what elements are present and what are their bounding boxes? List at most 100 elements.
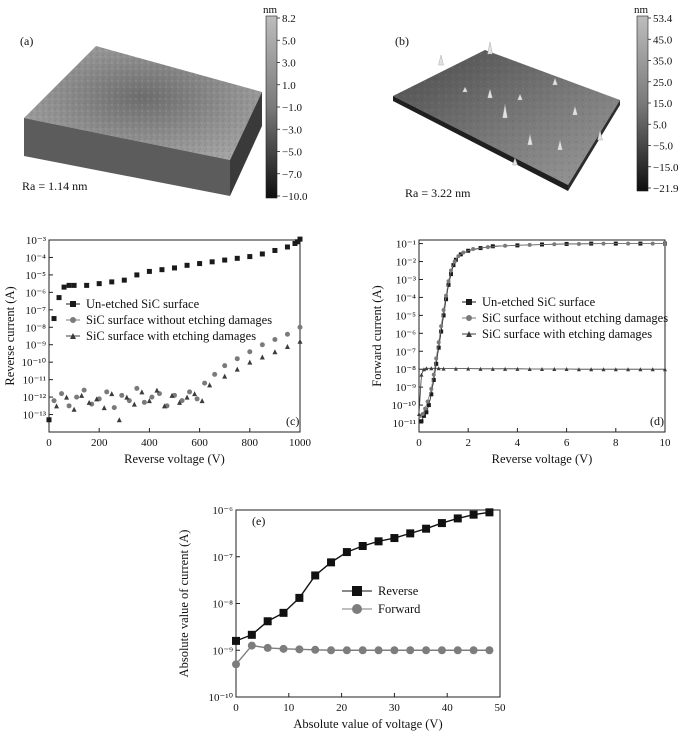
plot-frame [48,239,301,433]
data-point-2 [503,366,508,371]
panel-label: (c) [286,414,299,428]
data-point-2 [177,399,183,405]
data-point-0 [121,277,127,283]
data-point-0 [292,240,298,246]
data-point-2 [199,398,205,404]
data-point-1 [134,385,140,391]
data-point-0 [311,571,320,580]
data-point-1 [461,250,466,255]
y-tick-label: 10⁻¹⁰ [391,400,416,412]
y-tick-label: 10⁻² [396,257,417,269]
data-point-2 [284,343,290,349]
data-point-1 [74,394,80,400]
data-point-1 [51,398,57,404]
surface-spike [462,86,468,93]
data-point-1 [81,387,87,393]
data-point-2 [638,367,643,372]
legend-entry-2: SiC surface with etching damages [86,329,256,343]
data-point-1 [141,399,147,405]
data-point-0 [234,255,240,261]
data-point-0 [96,281,102,287]
data-point-2 [424,366,429,371]
data-point-1 [444,293,449,298]
data-point-1 [232,660,240,669]
legend-marker-0 [70,301,76,307]
data-point-2 [64,394,70,400]
y-axis-label: Forward current (A) [370,285,384,386]
data-point-2 [552,367,557,372]
data-point-1 [448,268,453,273]
data-point-2 [663,367,667,372]
y-tick-label: 10⁻¹ [396,239,416,251]
data-point-2 [146,398,152,404]
data-point-1 [576,241,581,246]
data-point-0 [263,617,272,626]
data-point-1 [485,646,494,655]
surface-spike [552,77,558,86]
data-point-2 [429,366,434,371]
data-point-2 [417,412,421,417]
data-point-0 [284,244,290,250]
panel-label: (d) [650,414,664,428]
ra-label-a: Ra = 1.14 nm [22,179,88,193]
data-point-0 [374,537,383,546]
data-point-0 [222,257,228,263]
y-axis-label: Absolute value of current (A) [177,530,191,678]
colorbar-b-tick-label: 25.0 [653,77,673,89]
legend-marker-2 [466,331,472,337]
data-point-1 [436,340,441,345]
data-point-1 [429,386,434,391]
data-point-2 [247,359,253,365]
data-point-2 [161,403,167,409]
data-point-1 [374,646,383,655]
x-tick-label: 50 [495,702,507,714]
data-point-1 [295,645,304,654]
data-point-1 [187,389,193,395]
y-tick-label: 10⁻¹⁰ [208,692,233,704]
data-point-1 [272,336,278,342]
colorbar-a-tick-label: −3.0 [282,124,302,136]
data-point-0 [84,282,90,288]
x-axis-label: Reverse voltage (V) [124,452,225,466]
y-tick-label: 10⁻¹¹ [393,418,416,430]
data-point-1 [503,243,508,248]
data-point-2 [515,366,520,371]
data-point-1 [194,396,200,402]
data-point-0 [327,558,336,567]
data-point-2 [94,396,100,402]
data-point-1 [471,246,476,251]
surface-spike [527,133,533,146]
data-point-1 [111,405,117,411]
colorbar-a-unit: nm [263,4,278,16]
data-point-2 [184,394,190,400]
x-tick-label: 0 [46,437,52,449]
data-point-1 [358,646,367,655]
data-point-0 [434,361,439,366]
data-point-2 [576,367,581,372]
data-point-0 [66,282,72,288]
legend-marker-1 [70,317,76,323]
data-point-1 [247,349,253,355]
chart-e-abs-iv: 0 10 20 30 40 50 10⁻¹⁰ 10⁻⁹ 10⁻⁸ 10⁻⁷ 10⁻⁶ Absolute… [177,505,506,731]
data-point-0 [453,514,462,523]
y-tick-label: 10⁻⁷ [212,552,233,564]
data-point-0 [426,403,431,408]
data-point-2 [419,372,424,377]
afm-surface-b-side-edge [568,100,620,191]
data-point-2 [564,367,569,372]
data-point-1 [485,245,490,250]
colorbar-b-ticks: 53.4 45.0 35.0 25.0 15.0 5.0 −5.0 −15.0 −21.9 [648,13,679,195]
data-point-1 [149,394,155,400]
y-tick-label: 10⁻¹² [23,392,47,404]
data-point-0 [172,265,177,271]
data-point-1 [453,646,462,655]
x-tick-label: 10 [283,702,295,714]
data-point-2 [131,401,137,407]
colorbar-a-tick-label: −1.0 [282,102,302,114]
data-point-2 [436,366,441,371]
data-point-0 [469,510,478,519]
data-point-1 [222,363,228,369]
afm-surface-b-spikes [438,41,603,166]
x-tick-label: 8 [613,437,619,449]
data-point-1 [552,242,557,247]
